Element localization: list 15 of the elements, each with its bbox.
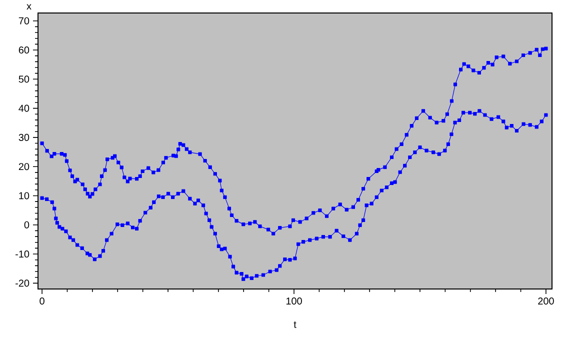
y-tick-label: 70 [18, 17, 30, 24]
y-axis-title: x [26, 4, 32, 10]
y-tick-label: 50 [18, 76, 30, 83]
x-axis-title: t [294, 321, 296, 328]
y-tick-label: 20 [18, 163, 30, 170]
x-tick-label: 200 [538, 298, 554, 305]
y-tick-label: 40 [18, 104, 30, 112]
y-tick-label: 0 [24, 221, 30, 228]
y-tick-label: 30 [18, 134, 30, 141]
x-tick-label: 100 [286, 298, 302, 305]
y-tick-label: 10 [19, 192, 30, 200]
x-tick-label: 0 [40, 298, 44, 305]
y-tick-label: -10 [16, 250, 30, 258]
y-tick-label: -20 [16, 280, 30, 287]
y-tick-label: 60 [18, 46, 30, 54]
